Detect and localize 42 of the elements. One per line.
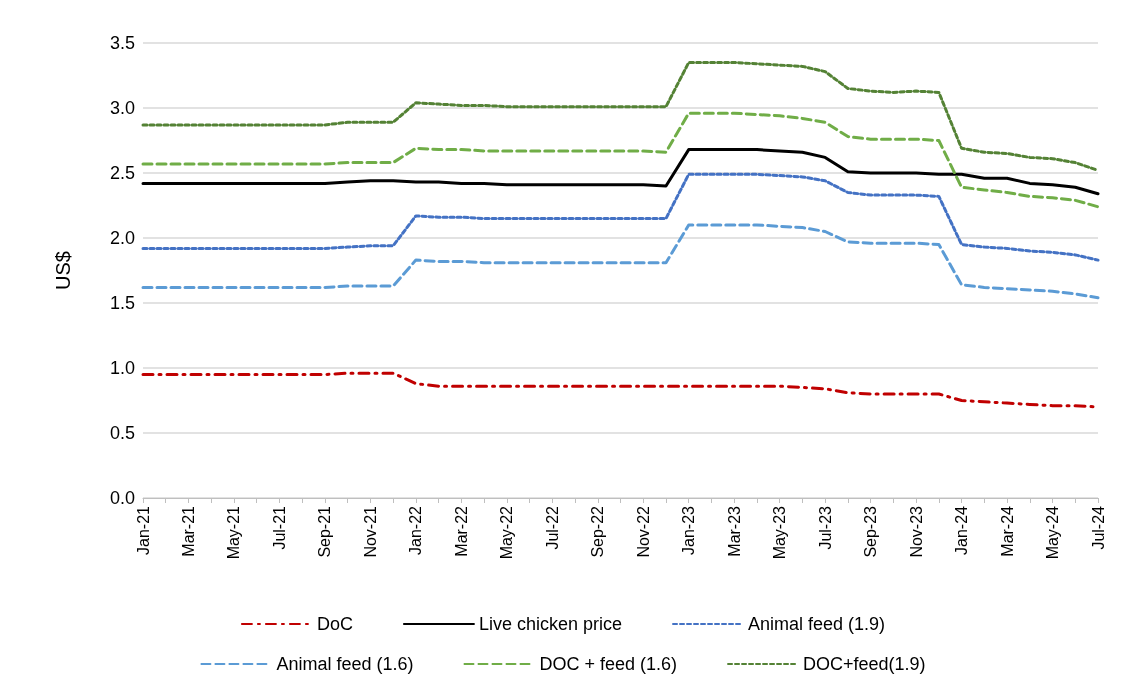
x-tick-label: Jan-21 <box>134 505 152 555</box>
x-tick-label: Nov-23 <box>907 505 925 558</box>
x-tick-label: Nov-22 <box>634 505 652 558</box>
x-tick-label: Jul-21 <box>270 505 288 550</box>
x-tick-label: Sep-21 <box>316 505 334 558</box>
x-tick-label: Jan-24 <box>953 505 971 555</box>
y-tick-label: 0.5 <box>109 423 135 443</box>
y-tick-label: 2.0 <box>109 228 135 248</box>
x-tick-label: Mar-24 <box>998 505 1016 557</box>
legend-label: DOC + feed (1.6) <box>539 654 678 674</box>
x-tick-label: Jan-23 <box>680 505 698 555</box>
x-tick-label: Nov-21 <box>361 505 379 558</box>
line-series <box>141 223 1100 300</box>
x-tick-label: Sep-23 <box>862 505 880 558</box>
y-tick-label: 3.5 <box>109 33 135 53</box>
x-tick-label: Mar-21 <box>179 505 197 557</box>
y-tick-label: 1.5 <box>109 293 135 313</box>
line-series <box>141 111 1100 209</box>
x-tick-label: Jul-24 <box>1089 505 1107 550</box>
line-series <box>141 172 1100 262</box>
x-tick-label: Jul-22 <box>543 505 561 550</box>
legend-label: Live chicken price <box>478 614 623 634</box>
y-tick-label: 3.0 <box>109 98 135 118</box>
legend-label: DOC+feed(1.9) <box>803 654 926 674</box>
legend-label: DoC <box>316 614 353 634</box>
line-series <box>141 148 1100 196</box>
x-tick-label: Jul-23 <box>816 505 834 550</box>
x-tick-label: May-24 <box>1044 505 1062 560</box>
x-tick-label: Jan-22 <box>407 505 425 555</box>
x-tick-label: Mar-22 <box>452 505 470 557</box>
x-tick-label: Sep-22 <box>589 505 607 558</box>
y-tick-label: 1.0 <box>109 358 135 378</box>
legend-label: Animal feed (1.6) <box>276 654 414 674</box>
y-axis-title: US$ <box>52 251 74 290</box>
x-tick-label: Mar-23 <box>725 505 743 557</box>
y-tick-label: 2.5 <box>109 163 135 183</box>
x-tick-label: May-23 <box>771 505 789 560</box>
x-tick-label: May-21 <box>225 505 243 560</box>
x-tick-label: May-22 <box>498 505 516 560</box>
y-tick-label: 0.0 <box>109 488 135 508</box>
legend-label: Animal feed (1.9) <box>748 614 886 634</box>
line-series <box>141 61 1100 172</box>
